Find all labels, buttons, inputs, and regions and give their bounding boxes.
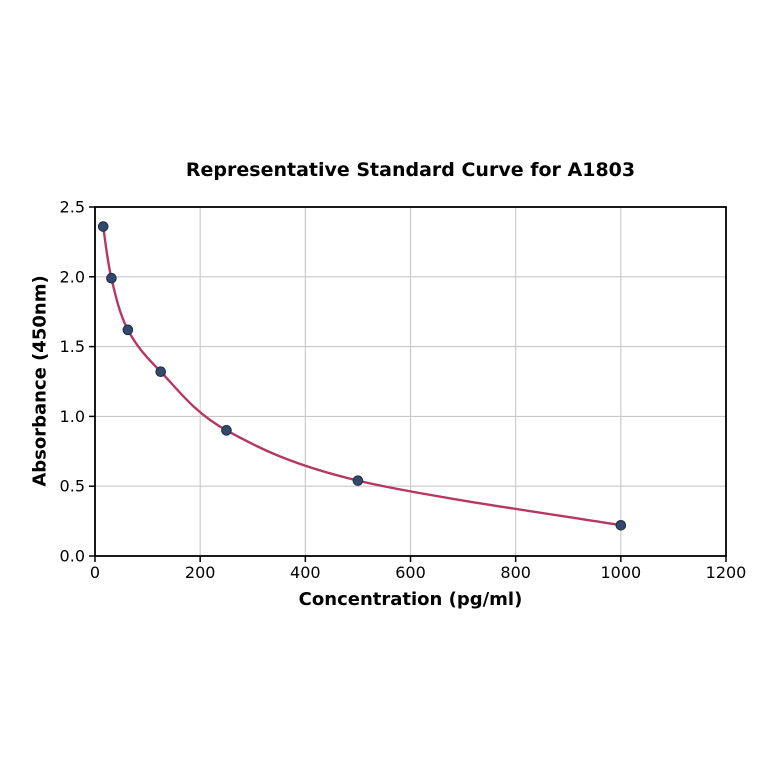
data-point-marker	[106, 272, 117, 284]
chart-title: Representative Standard Curve for A1803	[185, 159, 636, 181]
data-point-marker	[97, 221, 109, 232]
data-points	[97, 221, 627, 531]
y-tick-label: 2.5	[60, 198, 85, 217]
y-tick-label: 0.0	[60, 547, 85, 566]
y-tick-label: 2.0	[60, 267, 85, 286]
y-tick-label: 1.0	[60, 407, 85, 426]
x-tick-label: 400	[290, 563, 321, 582]
data-point-marker	[221, 425, 232, 436]
gridlines	[95, 207, 726, 556]
x-tick-label: 800	[500, 563, 531, 582]
x-tick-label: 1000	[600, 563, 641, 582]
x-axis-label: Concentration (pg/ml)	[298, 589, 523, 610]
data-point-marker	[155, 366, 167, 378]
tick-labels: 0 200 400 600 800 1000 1200 0.0 0.5 1.0 1.5 2.0 2.5	[60, 198, 747, 583]
data-point-marker	[615, 519, 627, 531]
x-tick-label: 200	[185, 563, 216, 582]
tick-marks	[89, 206, 727, 562]
fitted-curve	[102, 225, 623, 527]
y-tick-label: 1.5	[60, 337, 85, 356]
data-point-marker	[122, 324, 134, 336]
y-tick-label: 0.5	[60, 477, 85, 496]
x-tick-label: 1200	[706, 563, 747, 582]
x-tick-label: 600	[395, 563, 426, 582]
curve-path	[102, 225, 623, 527]
data-point-marker	[352, 475, 364, 486]
x-tick-label: 0	[90, 563, 100, 582]
